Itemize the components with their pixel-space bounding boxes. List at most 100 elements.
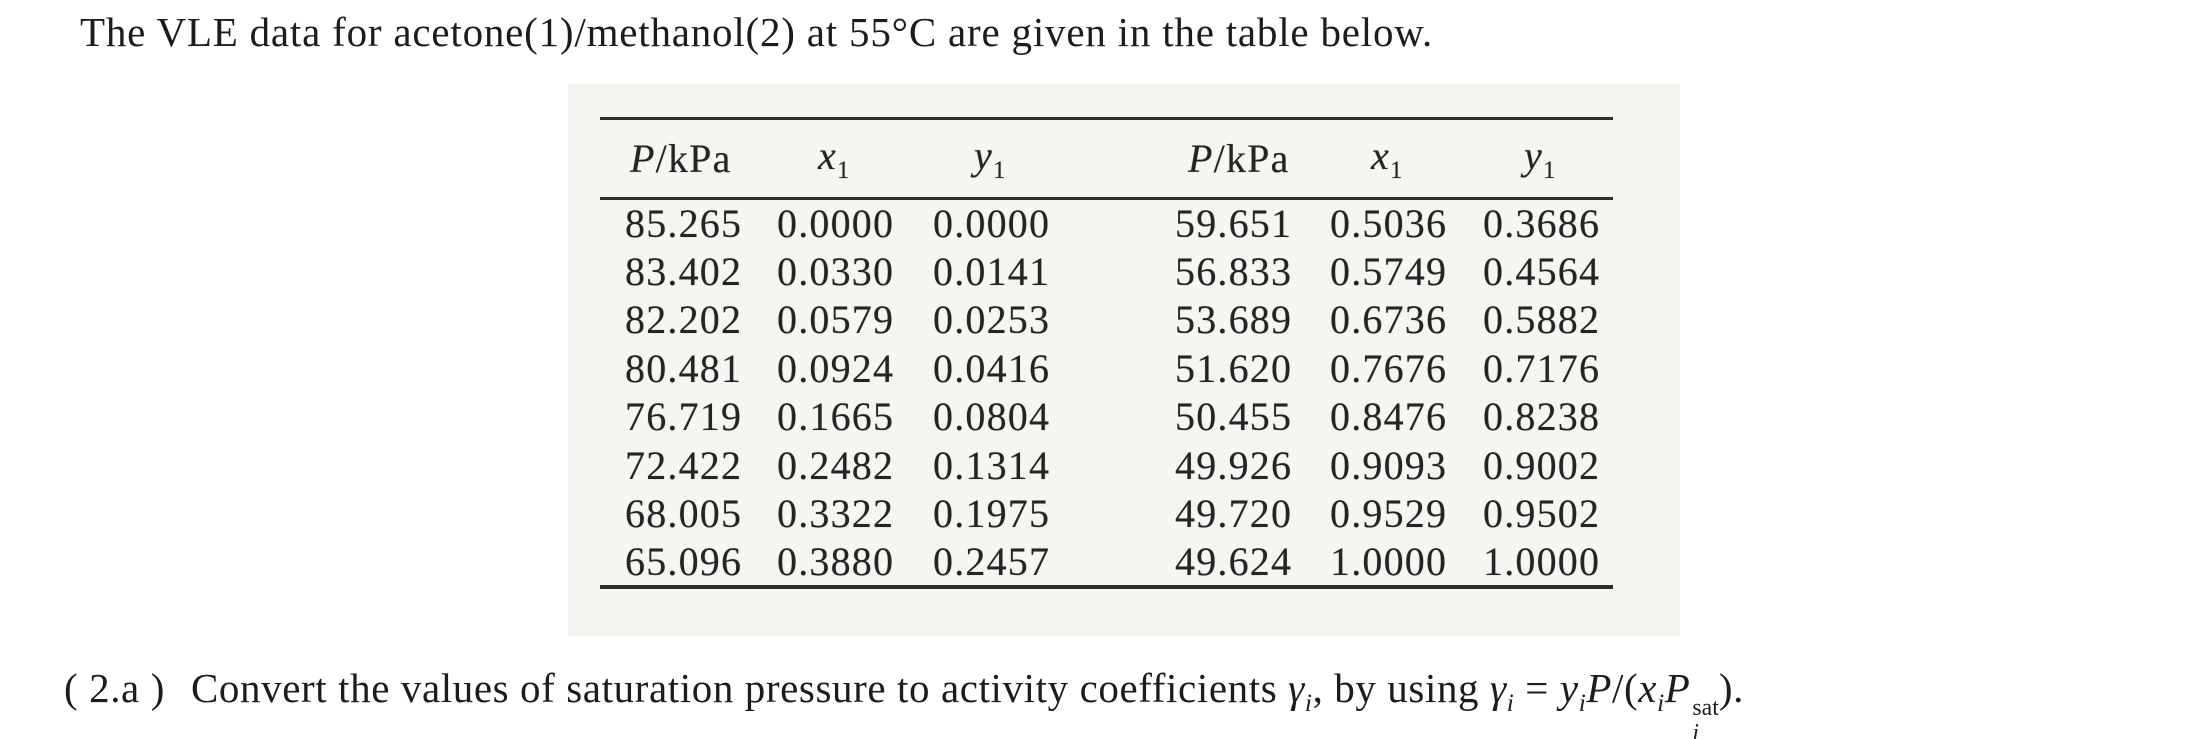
table-row: 76.719 0.1665 0.0804 50.455 0.8476 0.8238 bbox=[600, 393, 1613, 442]
cell-x1-right: 0.7676 bbox=[1330, 345, 1448, 391]
table-row: 82.202 0.0579 0.0253 53.689 0.6736 0.5882 bbox=[600, 296, 1613, 345]
cell-p-left: 85.265 bbox=[625, 201, 743, 246]
cell-p-right: 51.620 bbox=[1175, 345, 1293, 391]
table-row: 72.422 0.2482 0.1314 49.926 0.9093 0.9002 bbox=[600, 441, 1613, 490]
x-i-subscript: i bbox=[1657, 689, 1665, 718]
cell-x1-right: 0.6736 bbox=[1330, 297, 1448, 343]
cell-p-right: 50.455 bbox=[1175, 394, 1293, 440]
x-symbol: x bbox=[818, 133, 837, 178]
gamma-symbol: γ bbox=[1288, 665, 1305, 711]
question-label: ( 2.a ) bbox=[64, 665, 165, 711]
cell-p-right: 59.651 bbox=[1175, 201, 1293, 246]
table-row: 83.402 0.0330 0.0141 56.833 0.5749 0.4564 bbox=[600, 247, 1613, 296]
subscript-1: 1 bbox=[836, 157, 851, 184]
x-symbol: x bbox=[1638, 665, 1658, 711]
cell-x1-left: 0.0579 bbox=[777, 297, 895, 343]
cell-p-right: 49.624 bbox=[1175, 539, 1293, 584]
question-text-intro: Convert the values of saturation pressur… bbox=[190, 665, 1289, 711]
cell-p-left: 80.481 bbox=[625, 345, 743, 391]
problem-statement-title: The VLE data for acetone(1)/methanol(2) … bbox=[80, 9, 1434, 55]
cell-x1-left: 0.2482 bbox=[777, 442, 895, 488]
pressure-unit: /kPa bbox=[655, 136, 732, 181]
cell-x1-left: 0.0924 bbox=[777, 345, 895, 391]
cell-p-left: 68.005 bbox=[625, 491, 743, 537]
gamma-i-subscript: i bbox=[1506, 689, 1515, 718]
cell-x1-right: 0.8476 bbox=[1330, 394, 1448, 440]
cell-x1-right: 1.0000 bbox=[1330, 539, 1448, 584]
question-2a: ( 2.a ) Convert the values of saturation … bbox=[64, 664, 1744, 739]
cell-y1-right: 0.7176 bbox=[1483, 345, 1601, 391]
gamma-symbol: γ bbox=[1490, 665, 1507, 711]
header-x1-right: x1 bbox=[1305, 118, 1458, 200]
cell-p-left: 65.096 bbox=[625, 539, 743, 584]
y-i-subscript: i bbox=[1578, 689, 1587, 718]
cell-p-left: 72.422 bbox=[625, 442, 743, 488]
cell-x1-left: 0.1665 bbox=[777, 394, 895, 440]
y-symbol: y bbox=[1559, 665, 1579, 711]
psat-sup-sub: sat i bbox=[1692, 696, 1718, 739]
header-row: P/kPa x1 y1 P/kPa x1 y1 bbox=[600, 118, 1613, 200]
subscript-1: 1 bbox=[992, 157, 1007, 184]
x-symbol: x bbox=[1371, 133, 1390, 178]
cell-y1-left: 0.0141 bbox=[933, 248, 1051, 294]
cell-p-left: 83.402 bbox=[625, 248, 743, 294]
cell-y1-left: 0.0416 bbox=[933, 345, 1051, 391]
cell-x1-left: 0.3322 bbox=[777, 491, 895, 537]
table-row: 65.096 0.3880 0.2457 49.624 1.0000 1.0000 bbox=[600, 538, 1613, 587]
pressure-symbol: P bbox=[1188, 136, 1214, 181]
header-pressure-left: P/kPa bbox=[600, 118, 752, 200]
y-symbol: y bbox=[1524, 133, 1543, 178]
cell-x1-right: 0.9093 bbox=[1330, 442, 1448, 488]
cell-y1-right: 0.8238 bbox=[1483, 394, 1601, 440]
vle-table-body: 85.265 0.0000 0.0000 59.651 0.5036 0.3686 83.4… bbox=[600, 199, 1613, 588]
subscript-1: 1 bbox=[1542, 157, 1557, 184]
cell-y1-left: 0.1975 bbox=[933, 491, 1051, 537]
cell-p-left: 76.719 bbox=[625, 394, 743, 440]
y-symbol: y bbox=[974, 133, 993, 178]
psat-symbol: P bbox=[1664, 665, 1691, 711]
cell-y1-left: 0.2457 bbox=[933, 539, 1051, 584]
table-row: 80.481 0.0924 0.0416 51.620 0.7676 0.7176 bbox=[600, 344, 1613, 393]
sat-superscript: sat bbox=[1692, 695, 1719, 722]
header-x1-left: x1 bbox=[752, 118, 908, 200]
cell-y1-left: 0.1314 bbox=[933, 442, 1051, 488]
close-paren-period: ). bbox=[1718, 665, 1744, 711]
slash-open-paren: /( bbox=[1612, 665, 1639, 711]
header-y1-left: y1 bbox=[908, 118, 1150, 200]
psat-i-subscript: i bbox=[1692, 720, 1700, 739]
cell-x1-right: 0.5749 bbox=[1330, 248, 1448, 294]
cell-y1-right: 0.3686 bbox=[1483, 201, 1601, 246]
cell-x1-left: 0.3880 bbox=[777, 539, 895, 584]
gamma-i-subscript: i bbox=[1304, 689, 1313, 718]
vle-data-table: P/kPa x1 y1 P/kPa x1 y1 85.265 0.0000 0.00… bbox=[600, 117, 1613, 589]
cell-y1-left: 0.0253 bbox=[933, 297, 1051, 343]
cell-x1-right: 0.5036 bbox=[1330, 201, 1448, 246]
question-text-using: , by using bbox=[1312, 665, 1491, 711]
cell-y1-right: 0.5882 bbox=[1483, 297, 1601, 343]
cell-p-right: 53.689 bbox=[1175, 297, 1293, 343]
cell-y1-right: 1.0000 bbox=[1483, 539, 1601, 584]
vle-table-header: P/kPa x1 y1 P/kPa x1 y1 bbox=[600, 118, 1613, 200]
cell-x1-left: 0.0000 bbox=[777, 201, 895, 246]
cell-y1-right: 0.4564 bbox=[1483, 248, 1601, 294]
pressure-symbol: P bbox=[1586, 665, 1613, 711]
pressure-unit: /kPa bbox=[1213, 136, 1290, 181]
pressure-symbol: P bbox=[630, 136, 656, 181]
cell-x1-left: 0.0330 bbox=[777, 248, 895, 294]
table-row: 68.005 0.3322 0.1975 49.720 0.9529 0.9502 bbox=[600, 490, 1613, 539]
cell-y1-right: 0.9002 bbox=[1483, 442, 1601, 488]
table-row: 85.265 0.0000 0.0000 59.651 0.5036 0.3686 bbox=[600, 199, 1613, 248]
cell-p-left: 82.202 bbox=[625, 297, 743, 343]
cell-p-right: 56.833 bbox=[1175, 248, 1293, 294]
cell-x1-right: 0.9529 bbox=[1330, 491, 1448, 537]
header-y1-right: y1 bbox=[1458, 118, 1613, 200]
cell-y1-left: 0.0804 bbox=[933, 394, 1051, 440]
cell-p-right: 49.720 bbox=[1175, 491, 1293, 537]
cell-y1-left: 0.0000 bbox=[933, 201, 1051, 246]
subscript-1: 1 bbox=[1389, 157, 1404, 184]
cell-p-right: 49.926 bbox=[1175, 442, 1293, 488]
equals-sign: = bbox=[1514, 665, 1560, 711]
header-pressure-right: P/kPa bbox=[1150, 118, 1305, 200]
cell-y1-right: 0.9502 bbox=[1483, 491, 1601, 537]
